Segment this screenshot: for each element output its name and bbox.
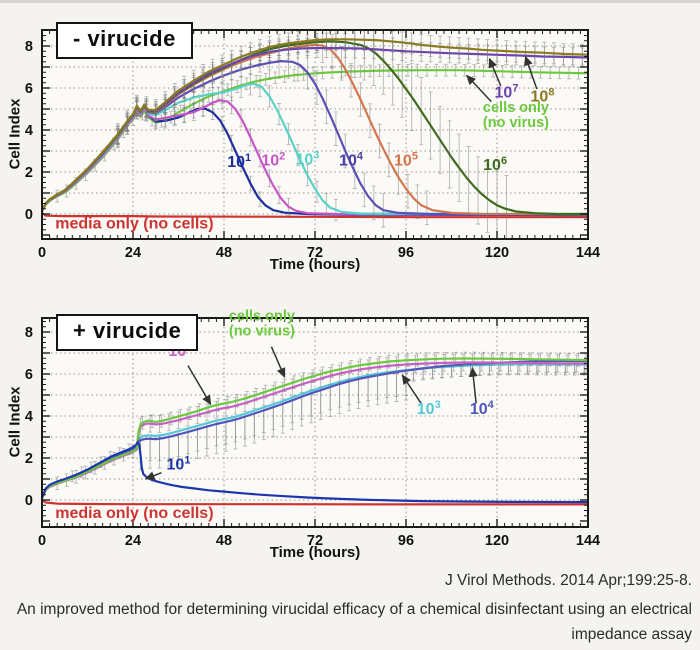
svg-text:2: 2 <box>25 451 33 467</box>
svg-text:48: 48 <box>216 533 232 549</box>
panel-title-minus-virucide: - virucide <box>56 22 193 59</box>
x-axis-label: Time (hours) <box>269 544 361 561</box>
svg-text:2: 2 <box>25 165 33 181</box>
svg-text:96: 96 <box>398 245 414 261</box>
y-axis-label: Cell Index <box>6 98 24 170</box>
panel-plus-virucide: 0 24 48 72 96 120 144 0 2 4 6 8 cells only (no virus)… <box>0 290 700 578</box>
journal-citation: J Virol Methods. 2014 Apr;199:25-8. <box>444 572 692 589</box>
svg-text:4: 4 <box>25 123 33 139</box>
svg-text:24: 24 <box>125 245 141 261</box>
x-axis-label: Time (hours) <box>269 256 361 273</box>
svg-text:media only (no cells): media only (no cells) <box>55 505 213 522</box>
figure-caption: J Virol Methods. 2014 Apr;199:25-8. An i… <box>17 572 692 644</box>
svg-text:8: 8 <box>25 39 33 55</box>
svg-text:6: 6 <box>25 367 33 383</box>
svg-text:72: 72 <box>307 245 323 261</box>
svg-text:6: 6 <box>25 81 33 97</box>
svg-text:media only (no cells): media only (no cells) <box>55 216 213 233</box>
y-axis-label: Cell Index <box>6 386 24 458</box>
panel-title-plus-virucide: + virucide <box>56 314 199 351</box>
svg-text:120: 120 <box>485 245 509 261</box>
svg-text:cells only(no virus): cells only (no virus) <box>483 100 549 131</box>
svg-text:24: 24 <box>125 533 141 549</box>
panel-minus-virucide: 0 24 48 72 96 120 144 0 2 4 6 8 101 102 103 104 105 106 10… <box>0 2 700 290</box>
svg-text:96: 96 <box>398 533 414 549</box>
svg-text:144: 144 <box>576 245 600 261</box>
svg-text:120: 120 <box>485 533 509 549</box>
svg-text:72: 72 <box>307 533 323 549</box>
svg-text:cells only(no virus): cells only (no virus) <box>229 308 295 339</box>
svg-text:8: 8 <box>25 325 33 341</box>
svg-text:0: 0 <box>25 207 33 223</box>
svg-text:4: 4 <box>25 409 33 425</box>
svg-text:0: 0 <box>38 533 46 549</box>
svg-text:0: 0 <box>38 245 46 261</box>
svg-text:48: 48 <box>216 245 232 261</box>
svg-text:0: 0 <box>25 493 33 509</box>
svg-text:144: 144 <box>576 533 600 549</box>
paper-title-line-1: An improved method for determining viruc… <box>16 601 692 618</box>
screenshot-top-edge <box>0 0 700 3</box>
paper-title-line-2: impedance assay <box>571 626 692 643</box>
